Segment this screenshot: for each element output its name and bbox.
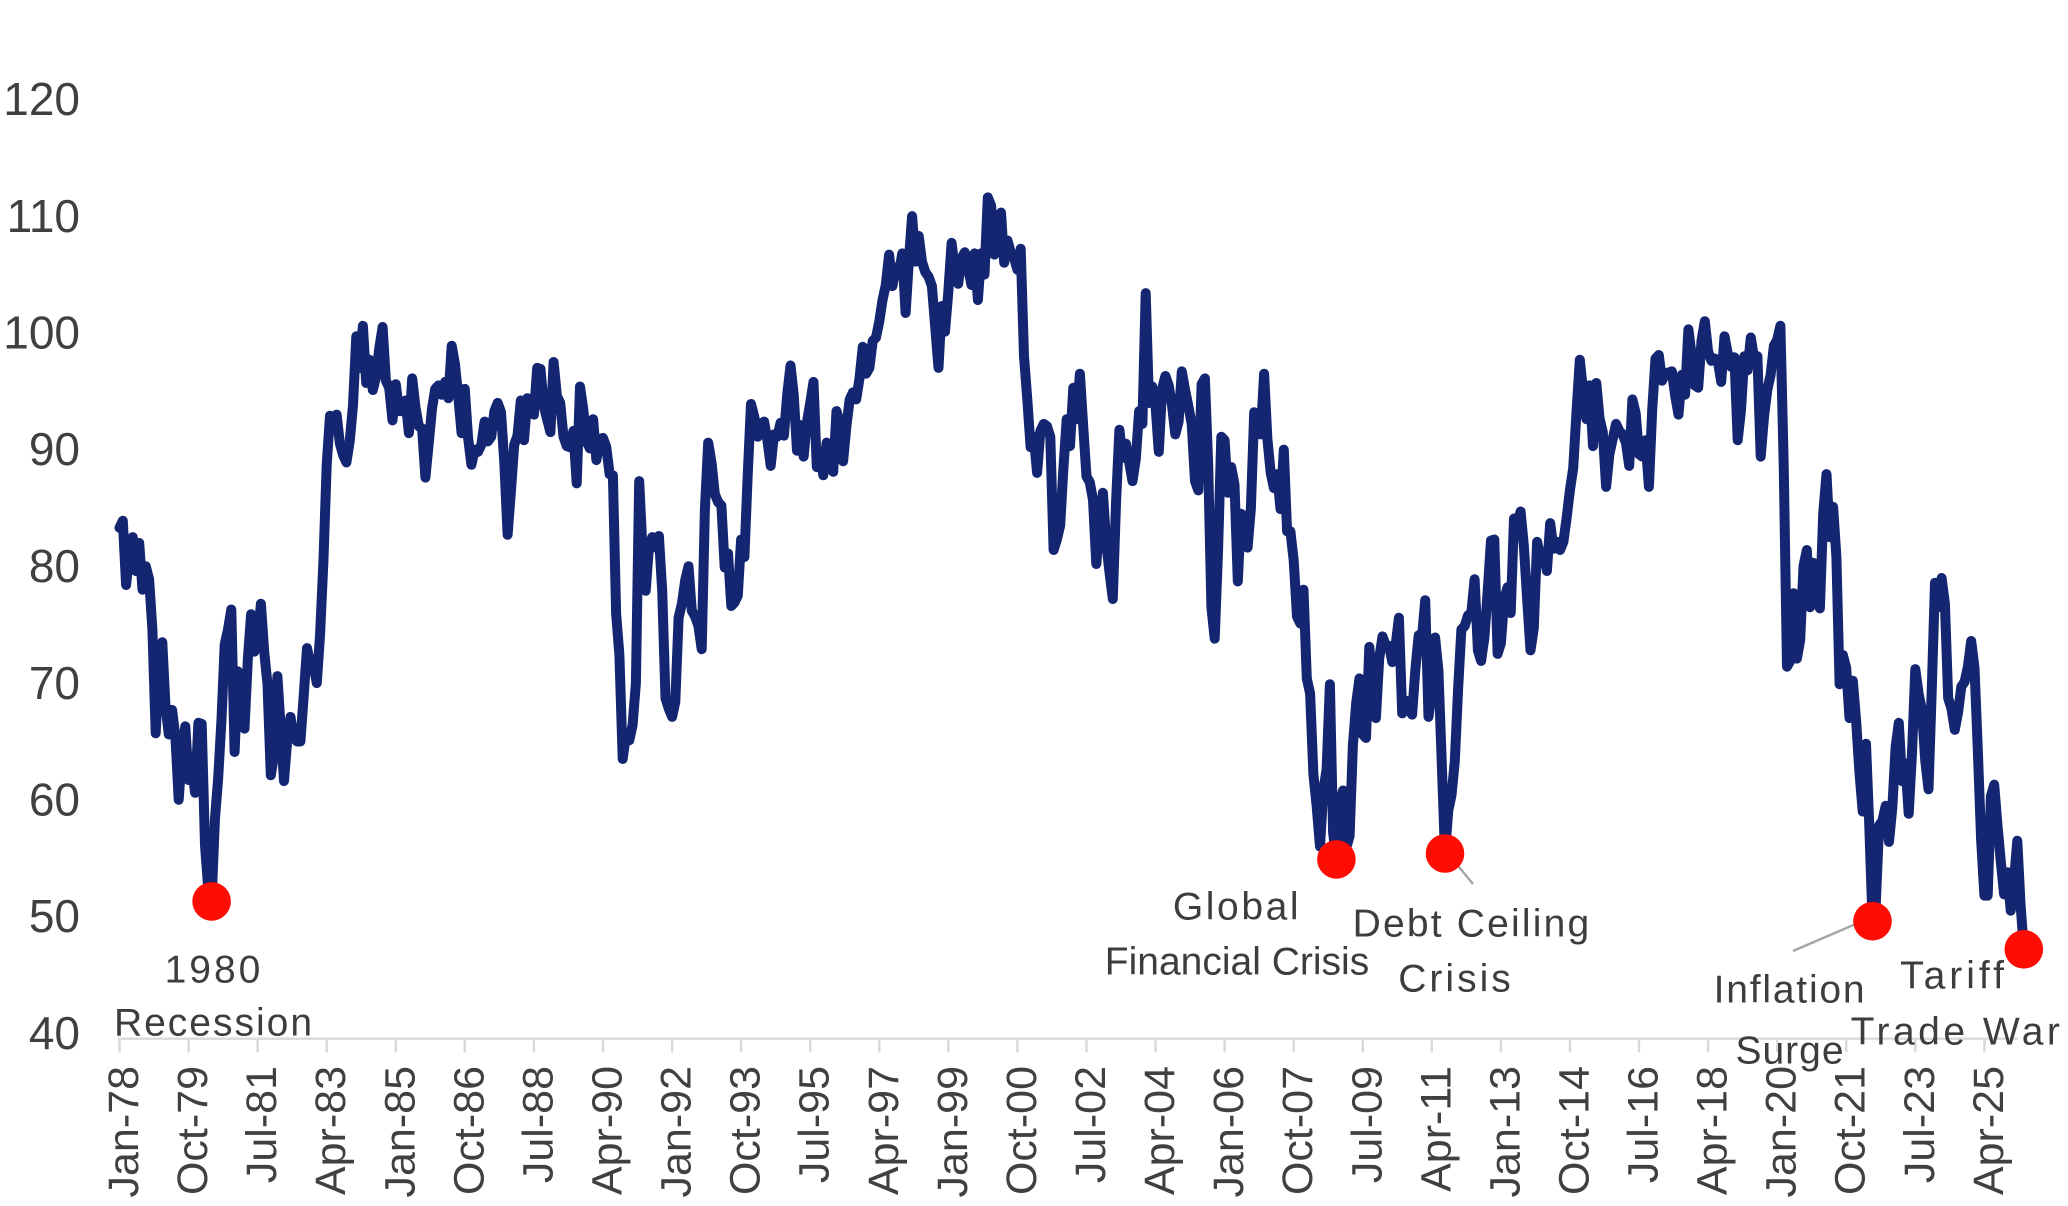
svg-text:Jan-13: Jan-13: [1481, 1066, 1529, 1197]
svg-text:Apr-04: Apr-04: [1136, 1066, 1184, 1195]
svg-text:Global: Global: [1173, 886, 1301, 929]
svg-text:Jan-78: Jan-78: [100, 1066, 148, 1197]
svg-text:Financial Crisis: Financial Crisis: [1105, 941, 1369, 984]
svg-text:Jan-85: Jan-85: [376, 1066, 424, 1197]
svg-text:Crisis: Crisis: [1398, 958, 1513, 1001]
svg-text:Debt Ceiling: Debt Ceiling: [1353, 903, 1592, 946]
svg-text:Oct-79: Oct-79: [169, 1066, 217, 1195]
svg-text:Apr-83: Apr-83: [307, 1066, 355, 1195]
svg-text:Jul-95: Jul-95: [791, 1066, 839, 1183]
svg-text:60: 60: [29, 774, 80, 826]
svg-text:100: 100: [3, 307, 80, 359]
svg-text:Apr-11: Apr-11: [1412, 1066, 1460, 1192]
svg-text:Jan-92: Jan-92: [653, 1066, 701, 1197]
svg-text:Jan-99: Jan-99: [929, 1066, 977, 1197]
svg-text:110: 110: [7, 190, 80, 242]
svg-text:Trade War: Trade War: [1851, 1011, 2064, 1054]
svg-text:70: 70: [29, 657, 80, 709]
svg-text:Apr-90: Apr-90: [584, 1066, 632, 1195]
svg-text:80: 80: [29, 540, 80, 592]
svg-text:Oct-07: Oct-07: [1274, 1066, 1322, 1195]
svg-text:Jan-06: Jan-06: [1205, 1066, 1253, 1197]
svg-text:Apr-97: Apr-97: [860, 1066, 908, 1195]
svg-text:Inflation: Inflation: [1714, 969, 1867, 1012]
svg-text:Apr-18: Apr-18: [1689, 1066, 1737, 1195]
svg-text:40: 40: [29, 1007, 80, 1059]
svg-text:Jul-23: Jul-23: [1896, 1066, 1944, 1183]
svg-text:Jan-20: Jan-20: [1758, 1066, 1806, 1197]
svg-text:Oct-93: Oct-93: [722, 1066, 770, 1195]
svg-text:1980: 1980: [165, 949, 264, 992]
svg-text:Jul-09: Jul-09: [1343, 1066, 1391, 1183]
svg-text:90: 90: [29, 423, 80, 475]
svg-text:Jul-88: Jul-88: [514, 1066, 562, 1183]
svg-text:Oct-14: Oct-14: [1551, 1066, 1599, 1195]
svg-text:Jul-16: Jul-16: [1620, 1066, 1668, 1183]
svg-text:Oct-00: Oct-00: [998, 1066, 1046, 1195]
svg-text:Apr-25: Apr-25: [1965, 1066, 2013, 1195]
svg-text:Jul-02: Jul-02: [1067, 1066, 1115, 1183]
svg-text:Tariff: Tariff: [1900, 955, 2008, 998]
svg-text:Surge: Surge: [1735, 1030, 1844, 1073]
svg-text:120: 120: [3, 73, 80, 125]
svg-text:Recession: Recession: [114, 1002, 314, 1045]
svg-text:Oct-21: Oct-21: [1827, 1066, 1875, 1195]
svg-text:50: 50: [29, 890, 80, 942]
svg-text:Jul-81: Jul-81: [238, 1066, 286, 1183]
svg-text:Oct-86: Oct-86: [445, 1066, 493, 1195]
